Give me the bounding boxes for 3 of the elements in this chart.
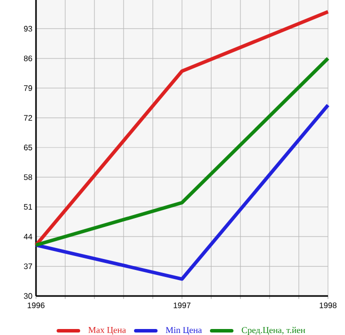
legend-label: Сред.Цена, т.йен [242, 326, 306, 335]
legend-label: Min Цена [166, 327, 202, 335]
legend-label: Max Цена [88, 327, 126, 335]
